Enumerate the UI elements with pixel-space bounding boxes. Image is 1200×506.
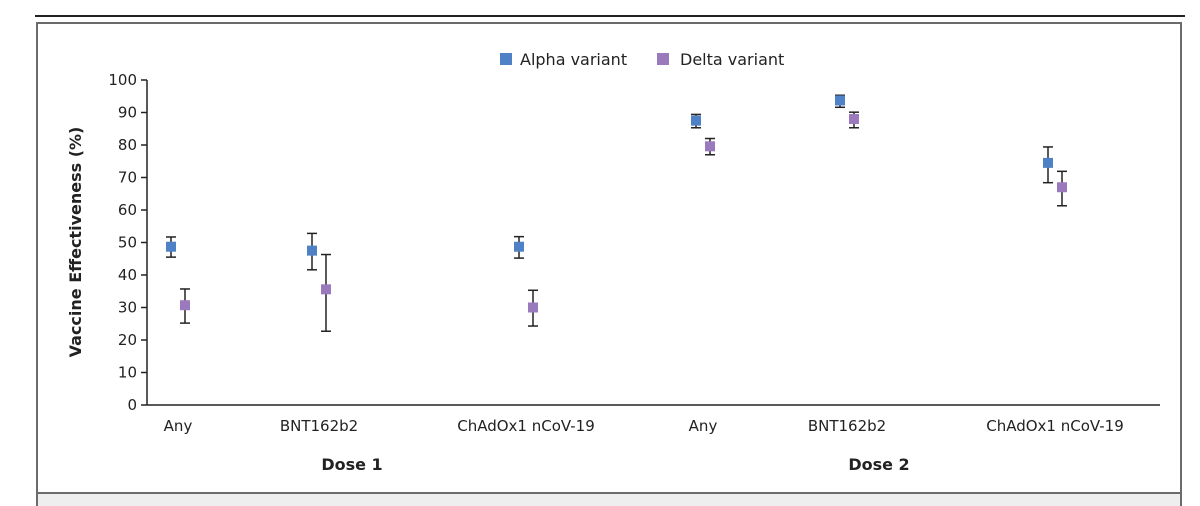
- legend: Alpha variant Delta variant: [500, 50, 784, 69]
- y-axis-title: Vaccine Effectiveness (%): [66, 127, 85, 358]
- y-tick-label: 50: [118, 234, 137, 252]
- data-point: [835, 95, 845, 106]
- axes: 0 10 20 30 40 50 60 70 80 90 100 Any BNT162b2 ChAdOx1…: [108, 71, 1160, 474]
- y-tick-label: 70: [118, 169, 137, 187]
- x-tick-label: BNT162b2: [808, 417, 886, 435]
- y-tick-label: 40: [118, 266, 137, 284]
- x-tick-label: BNT162b2: [280, 417, 358, 435]
- x-tick-label: Any: [164, 417, 193, 435]
- data-point: [166, 241, 176, 252]
- data-point: [180, 300, 190, 311]
- y-tick-label: 60: [118, 201, 137, 219]
- data-point: [528, 302, 538, 313]
- y-tick-label: 80: [118, 136, 137, 154]
- data-point: [1057, 182, 1067, 193]
- data-point: [1043, 157, 1053, 168]
- legend-swatch-alpha: [500, 53, 512, 65]
- figure-frame: [36, 22, 1182, 494]
- data-point: [514, 241, 524, 252]
- top-rule: [35, 15, 1185, 17]
- y-tick-label: 100: [108, 71, 137, 89]
- data-point: [307, 245, 317, 256]
- x-tick-label: ChAdOx1 nCoV-19: [457, 417, 595, 435]
- y-tick-label: 20: [118, 331, 137, 349]
- y-tick-label: 90: [118, 104, 137, 122]
- y-tick-label: 0: [127, 396, 137, 414]
- x-tick-label: Any: [689, 417, 718, 435]
- legend-label-delta: Delta variant: [680, 50, 784, 69]
- data-point: [849, 114, 859, 124]
- legend-swatch-delta: [657, 53, 669, 65]
- caption-band: [36, 492, 1182, 506]
- y-tick-label: 30: [118, 299, 137, 317]
- x-tick-label: ChAdOx1 nCoV-19: [986, 417, 1124, 435]
- data-point: [705, 141, 715, 152]
- group-label: Dose 1: [321, 455, 382, 474]
- group-label: Dose 2: [848, 455, 909, 474]
- data-point: [321, 284, 331, 295]
- legend-label-alpha: Alpha variant: [520, 50, 627, 69]
- data-marks: [166, 94, 1067, 332]
- y-tick-label: 10: [118, 364, 137, 382]
- data-point: [691, 115, 701, 126]
